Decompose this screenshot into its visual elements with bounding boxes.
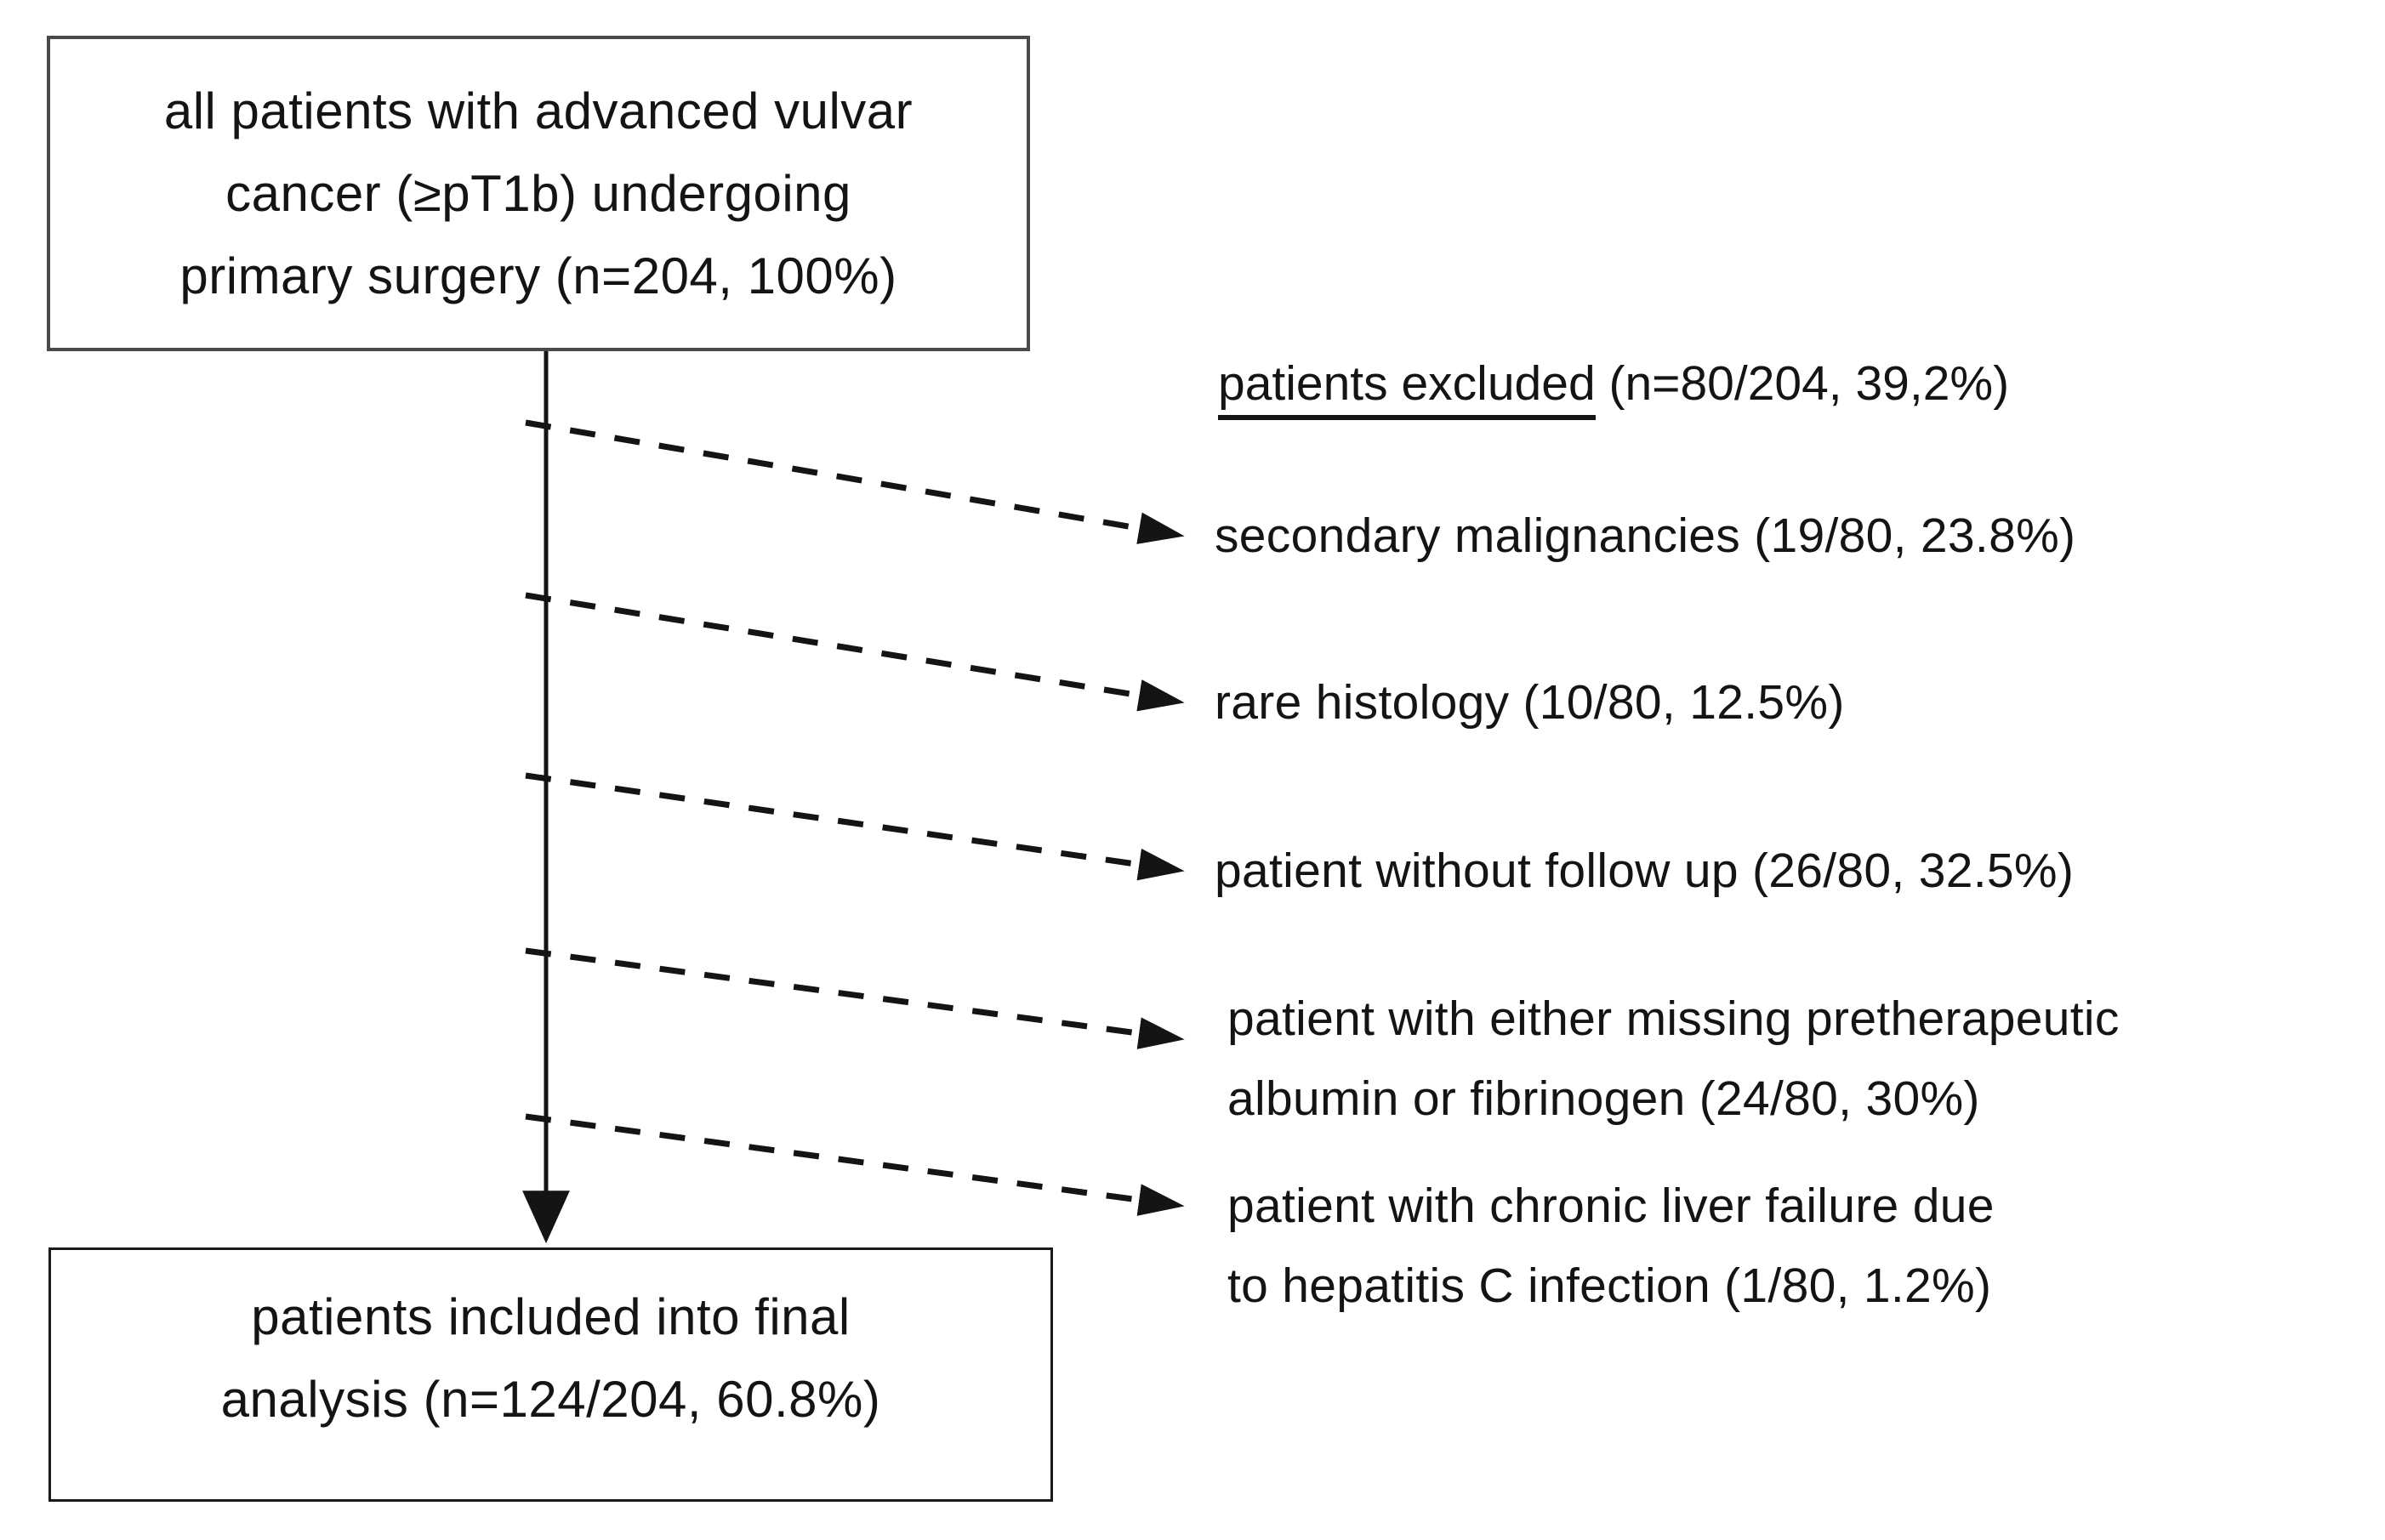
- enrollment-box-line: primary surgery (n=204, 100%): [179, 247, 897, 304]
- exclusion-arrow-5: [525, 1113, 1185, 1216]
- exclusion-item-line: to hepatitis C infection (1/80, 1.2%): [1227, 1259, 1992, 1313]
- exclusion-item-missing-labs: patient with either missing pretherapeut…: [1227, 979, 2120, 1139]
- exclusion-item-line: patient with either missing pretherapeut…: [1227, 992, 2120, 1046]
- exclusion-item-secondary-malignancies: secondary malignancies (19/80, 23.8%): [1215, 496, 2075, 576]
- exclusion-item-liver-failure: patient with chronic liver failure due t…: [1227, 1166, 1995, 1326]
- exclusion-arrow-3: [525, 772, 1185, 881]
- exclusion-item-line: patient with chronic liver failure due: [1227, 1179, 1995, 1233]
- included-box-line: analysis (n=124/204, 60.8%): [220, 1371, 881, 1428]
- enrollment-box-line: cancer (≥pT1b) undergoing: [225, 165, 851, 222]
- exclusion-item-no-follow-up: patient without follow up (26/80, 32.5%): [1215, 831, 2074, 911]
- exclusion-item-line: rare histology (10/80, 12.5%): [1215, 675, 1845, 730]
- exclusion-item-rare-histology: rare histology (10/80, 12.5%): [1215, 662, 1845, 742]
- exclusion-item-line: secondary malignancies (19/80, 23.8%): [1215, 509, 2076, 563]
- exclusion-item-line: patient without follow up (26/80, 32.5%): [1215, 844, 2075, 898]
- included-box-line: patients included into final: [251, 1288, 851, 1345]
- exclusion-arrow-2: [525, 592, 1185, 712]
- enrollment-box-line: all patients with advanced vulvar: [163, 82, 914, 139]
- excluded-heading-title: patients excluded: [1218, 356, 1596, 420]
- excluded-heading-stats: (n=80/204, 39,2%): [1595, 356, 2010, 411]
- included-box: patients included into final analysis (n…: [48, 1247, 1053, 1502]
- excluded-heading: patients excluded (n=80/204, 39,2%): [1218, 353, 2010, 420]
- exclusion-item-line: albumin or fibrinogen (24/80, 30%): [1227, 1071, 1980, 1126]
- exclusion-arrow-4: [525, 947, 1185, 1049]
- exclusion-arrow-1: [525, 419, 1185, 544]
- enrollment-box: all patients with advanced vulvar cancer…: [47, 36, 1030, 351]
